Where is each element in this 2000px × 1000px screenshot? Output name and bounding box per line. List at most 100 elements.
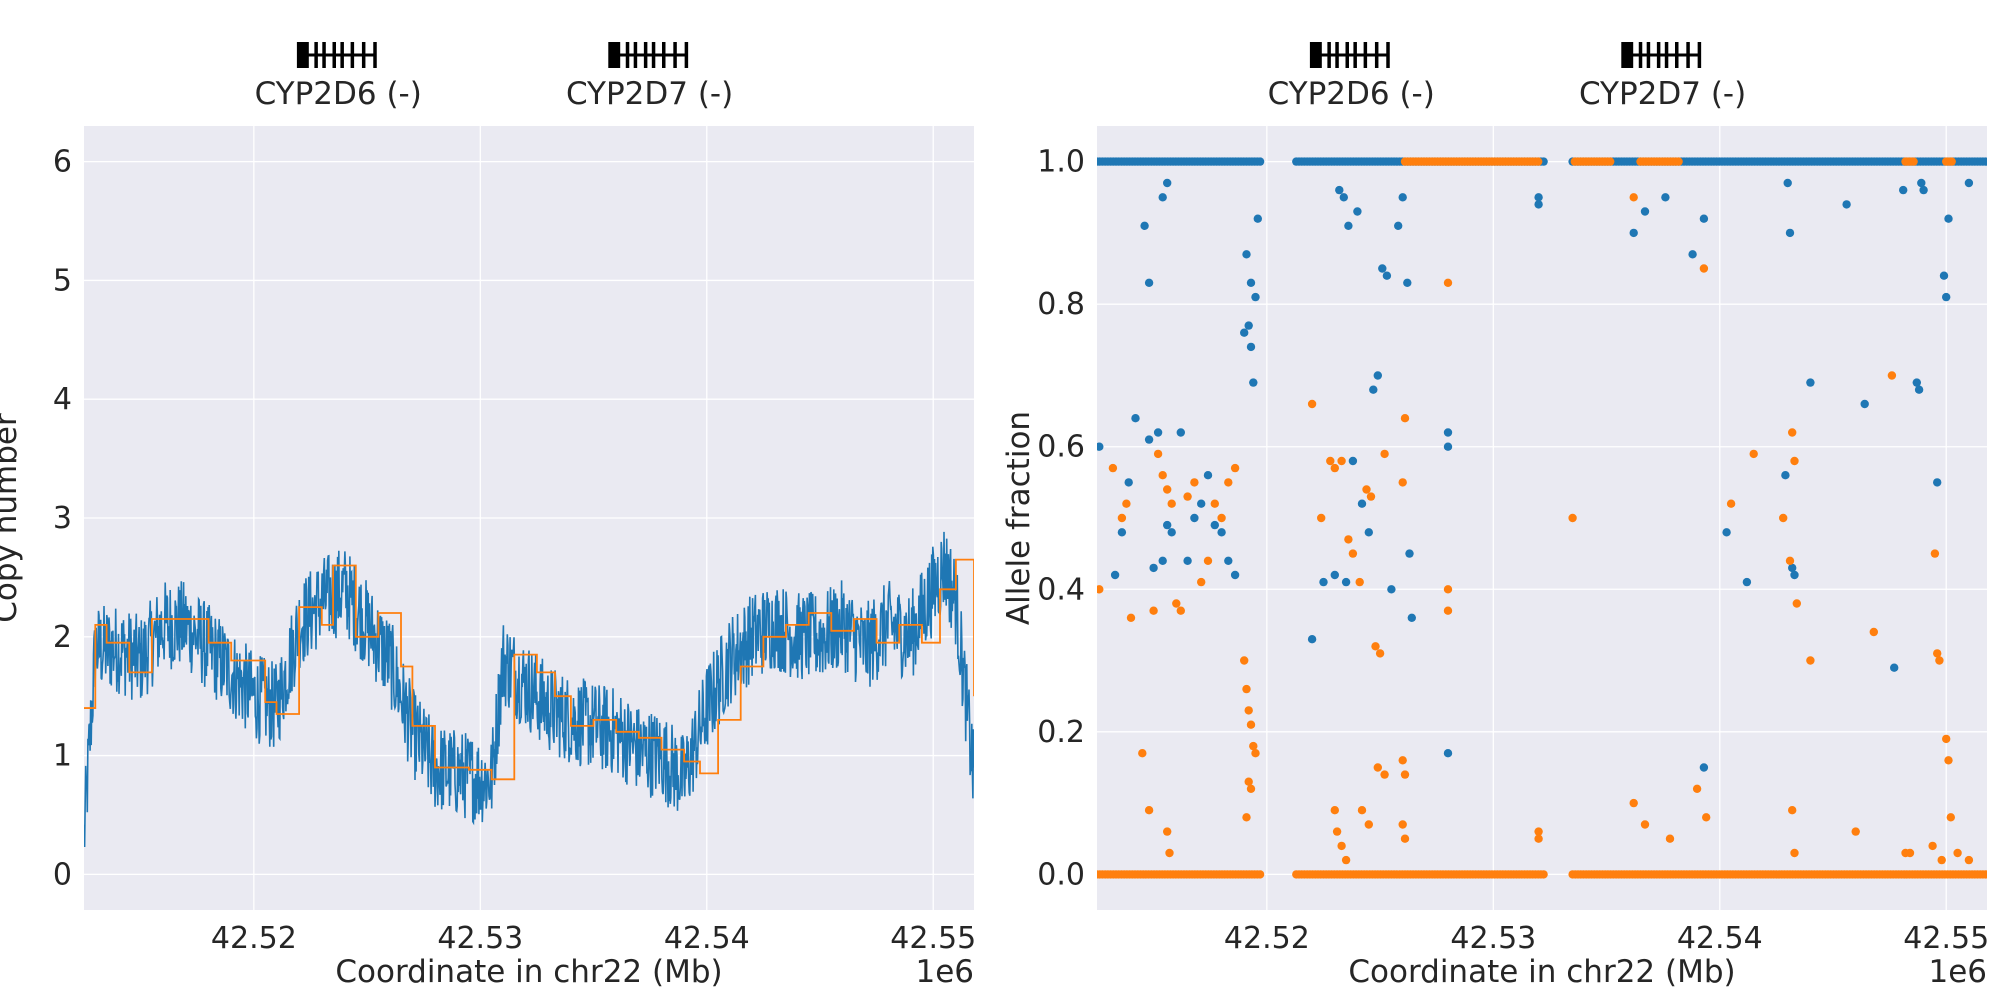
scatter-point	[1144, 806, 1154, 815]
scatter-point	[1534, 834, 1543, 843]
y-axis-label: Allele fraction	[1001, 411, 1037, 625]
scatter-point	[1224, 478, 1233, 487]
scatter-point	[1163, 520, 1172, 530]
scatter-point	[1326, 456, 1335, 466]
scatter-point	[1887, 371, 1897, 380]
scatter-point	[1242, 684, 1251, 694]
scatter-point	[1203, 471, 1213, 480]
scatter-point	[1699, 264, 1709, 273]
scatter-point	[1726, 499, 1736, 508]
scatter-point	[1930, 549, 1940, 558]
gene-label: CYP2D6 (-)	[255, 76, 422, 112]
gene-model	[608, 42, 689, 68]
scatter-point	[1779, 513, 1788, 523]
plot-background	[1097, 126, 1987, 910]
gene-exon	[305, 42, 309, 68]
scatter-point	[1176, 606, 1186, 615]
scatter-point	[1380, 770, 1389, 779]
scatter-point	[1942, 292, 1951, 302]
scatter-point	[1210, 499, 1220, 508]
gene-exon	[1327, 42, 1331, 68]
scatter-point	[1122, 499, 1131, 508]
scatter-point	[1640, 207, 1650, 216]
y-tick-label: 5	[53, 263, 72, 298]
band-point	[1947, 157, 1956, 166]
scatter-point	[1353, 207, 1362, 216]
scatter-point	[1246, 278, 1256, 287]
scatter-point	[1176, 428, 1186, 437]
scatter-point	[1640, 820, 1650, 829]
scatter-point	[1307, 635, 1317, 644]
gene-exon	[1309, 42, 1319, 68]
scatter-point	[1792, 599, 1802, 608]
scatter-point	[1165, 848, 1174, 858]
scatter-point	[1369, 385, 1378, 394]
scatter-point	[1163, 178, 1172, 188]
scatter-point	[1371, 642, 1380, 651]
gene-exon	[1646, 42, 1651, 68]
scatter-point	[1244, 706, 1253, 715]
scatter-point	[1568, 513, 1577, 523]
scatter-point	[1366, 492, 1376, 501]
x-tick-label: 42.55	[1903, 921, 1989, 956]
scatter-point	[1790, 456, 1799, 466]
scatter-point	[1742, 577, 1752, 587]
scatter-point	[1375, 649, 1385, 658]
scatter-point	[1788, 563, 1797, 573]
scatter-point	[1702, 813, 1711, 822]
scatter-point	[1937, 855, 1946, 865]
scatter-point	[1158, 471, 1167, 480]
scatter-point	[1788, 806, 1797, 815]
y-tick-label: 1.0	[1037, 145, 1085, 180]
scatter-point	[1942, 734, 1951, 744]
scatter-point	[1158, 193, 1167, 202]
scatter-point	[1244, 777, 1253, 786]
gene-model	[1309, 42, 1390, 68]
band-point	[1909, 157, 1918, 166]
scatter-point	[1246, 720, 1256, 729]
gene-exon	[373, 42, 377, 68]
y-tick-label: 3	[53, 501, 72, 536]
scatter-point	[1964, 855, 1974, 865]
series-line-0	[84, 531, 974, 848]
gene-exon	[643, 42, 648, 68]
scatter-point	[1946, 813, 1956, 822]
scatter-point	[1240, 328, 1249, 337]
scatter-point	[1629, 193, 1638, 202]
scatter-point	[1964, 178, 1974, 188]
y-tick-label: 0.8	[1037, 287, 1085, 322]
gene-exon	[332, 42, 336, 68]
gene-exon	[350, 42, 355, 68]
scatter-point	[1158, 556, 1167, 565]
scatter-point	[1197, 499, 1206, 508]
scatter-point	[1362, 485, 1371, 494]
scatter-point	[1246, 342, 1256, 352]
scatter-point	[1692, 784, 1702, 793]
scatter-point	[1933, 478, 1942, 487]
gene-exon	[608, 42, 618, 68]
scatter-point	[1203, 556, 1213, 565]
scatter-point	[1373, 371, 1383, 380]
scatter-point	[1337, 841, 1346, 851]
scatter-point	[1307, 399, 1317, 409]
gene-exon	[633, 42, 638, 68]
scatter-point	[1149, 563, 1158, 573]
gene-label: CYP2D6 (-)	[1268, 76, 1435, 112]
scatter-point	[1400, 770, 1410, 779]
scatter-point	[1344, 535, 1353, 544]
scatter-point	[1785, 228, 1795, 238]
scatter-point	[1373, 763, 1383, 772]
y-axis-label: Copy number	[0, 413, 24, 623]
gene-exon	[1697, 42, 1702, 68]
scatter-point	[1443, 428, 1453, 437]
scatter-point	[1319, 577, 1328, 587]
scatter-point	[1348, 549, 1358, 558]
scatter-point	[1405, 549, 1414, 558]
scatter-point	[1400, 414, 1410, 423]
scatter-point	[1335, 185, 1344, 195]
scatter-point	[1097, 585, 1104, 594]
scatter-point	[1806, 378, 1815, 387]
y-tick-label: 0.6	[1037, 430, 1085, 465]
y-tick-label: 0.2	[1037, 715, 1085, 750]
scatter-point	[1217, 513, 1226, 523]
